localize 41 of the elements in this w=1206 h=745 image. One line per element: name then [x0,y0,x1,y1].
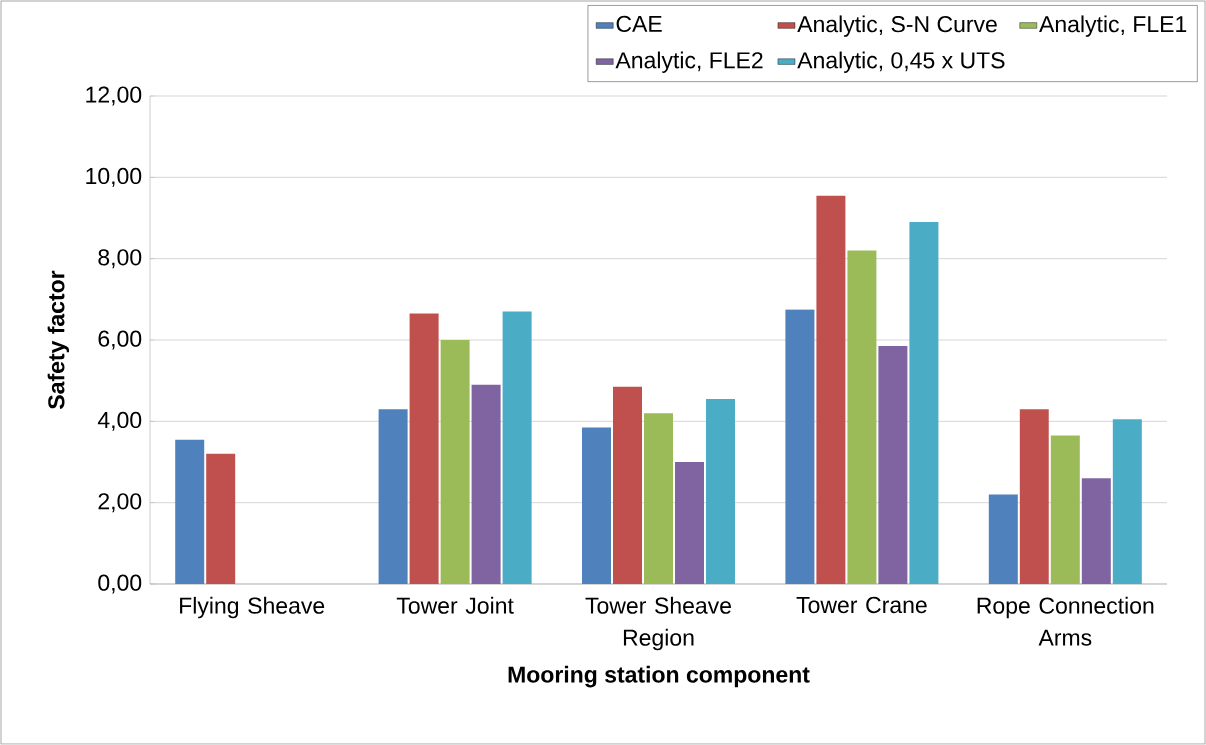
bar [471,384,501,584]
y-tick-label: 6,00 [98,330,142,350]
bar [909,222,939,584]
bar [816,195,846,584]
bar [378,409,408,584]
bar [1019,409,1049,584]
x-tick-label: Tower Joint [396,596,514,614]
y-tick-label: 0,00 [98,574,142,594]
legend-label: CAE [616,15,662,33]
y-tick-label: 2,00 [98,493,142,513]
bar [206,453,236,584]
bar [878,346,908,584]
x-tick-label: Rope Connection Arms [977,596,1154,646]
bar [1081,478,1111,584]
bar [706,398,736,584]
bar [613,386,643,584]
bar [502,311,532,584]
x-tick-label: Flying Sheave [180,596,325,619]
legend-label: Analytic, FLE2 [615,51,763,73]
bar [440,340,470,584]
bar [675,462,705,584]
y-tick-label: 10,00 [86,167,142,187]
bar [175,439,205,584]
x-tick-label: Tower Sheave Region [585,596,731,651]
legend-label: Analytic, 0,45 x UTS [797,51,1005,73]
legend-label: Analytic, S-N Curve [797,15,997,37]
x-tick-label: Tower Crane [796,596,927,614]
bar [644,413,674,584]
bar [1050,435,1080,584]
bar [582,427,612,584]
x-axis-title: Mooring station component [508,665,810,688]
bar [409,313,439,584]
y-axis-title: Safety factor [47,270,70,409]
y-tick-label: 12,00 [86,86,142,106]
y-tick-label: 4,00 [97,411,142,431]
y-tick-label: 8,00 [98,249,142,269]
bar [785,309,815,584]
bar [847,250,877,584]
legend-label: Analytic, FLE1 [1039,15,1187,37]
bar [1112,419,1142,584]
bar [988,494,1018,584]
